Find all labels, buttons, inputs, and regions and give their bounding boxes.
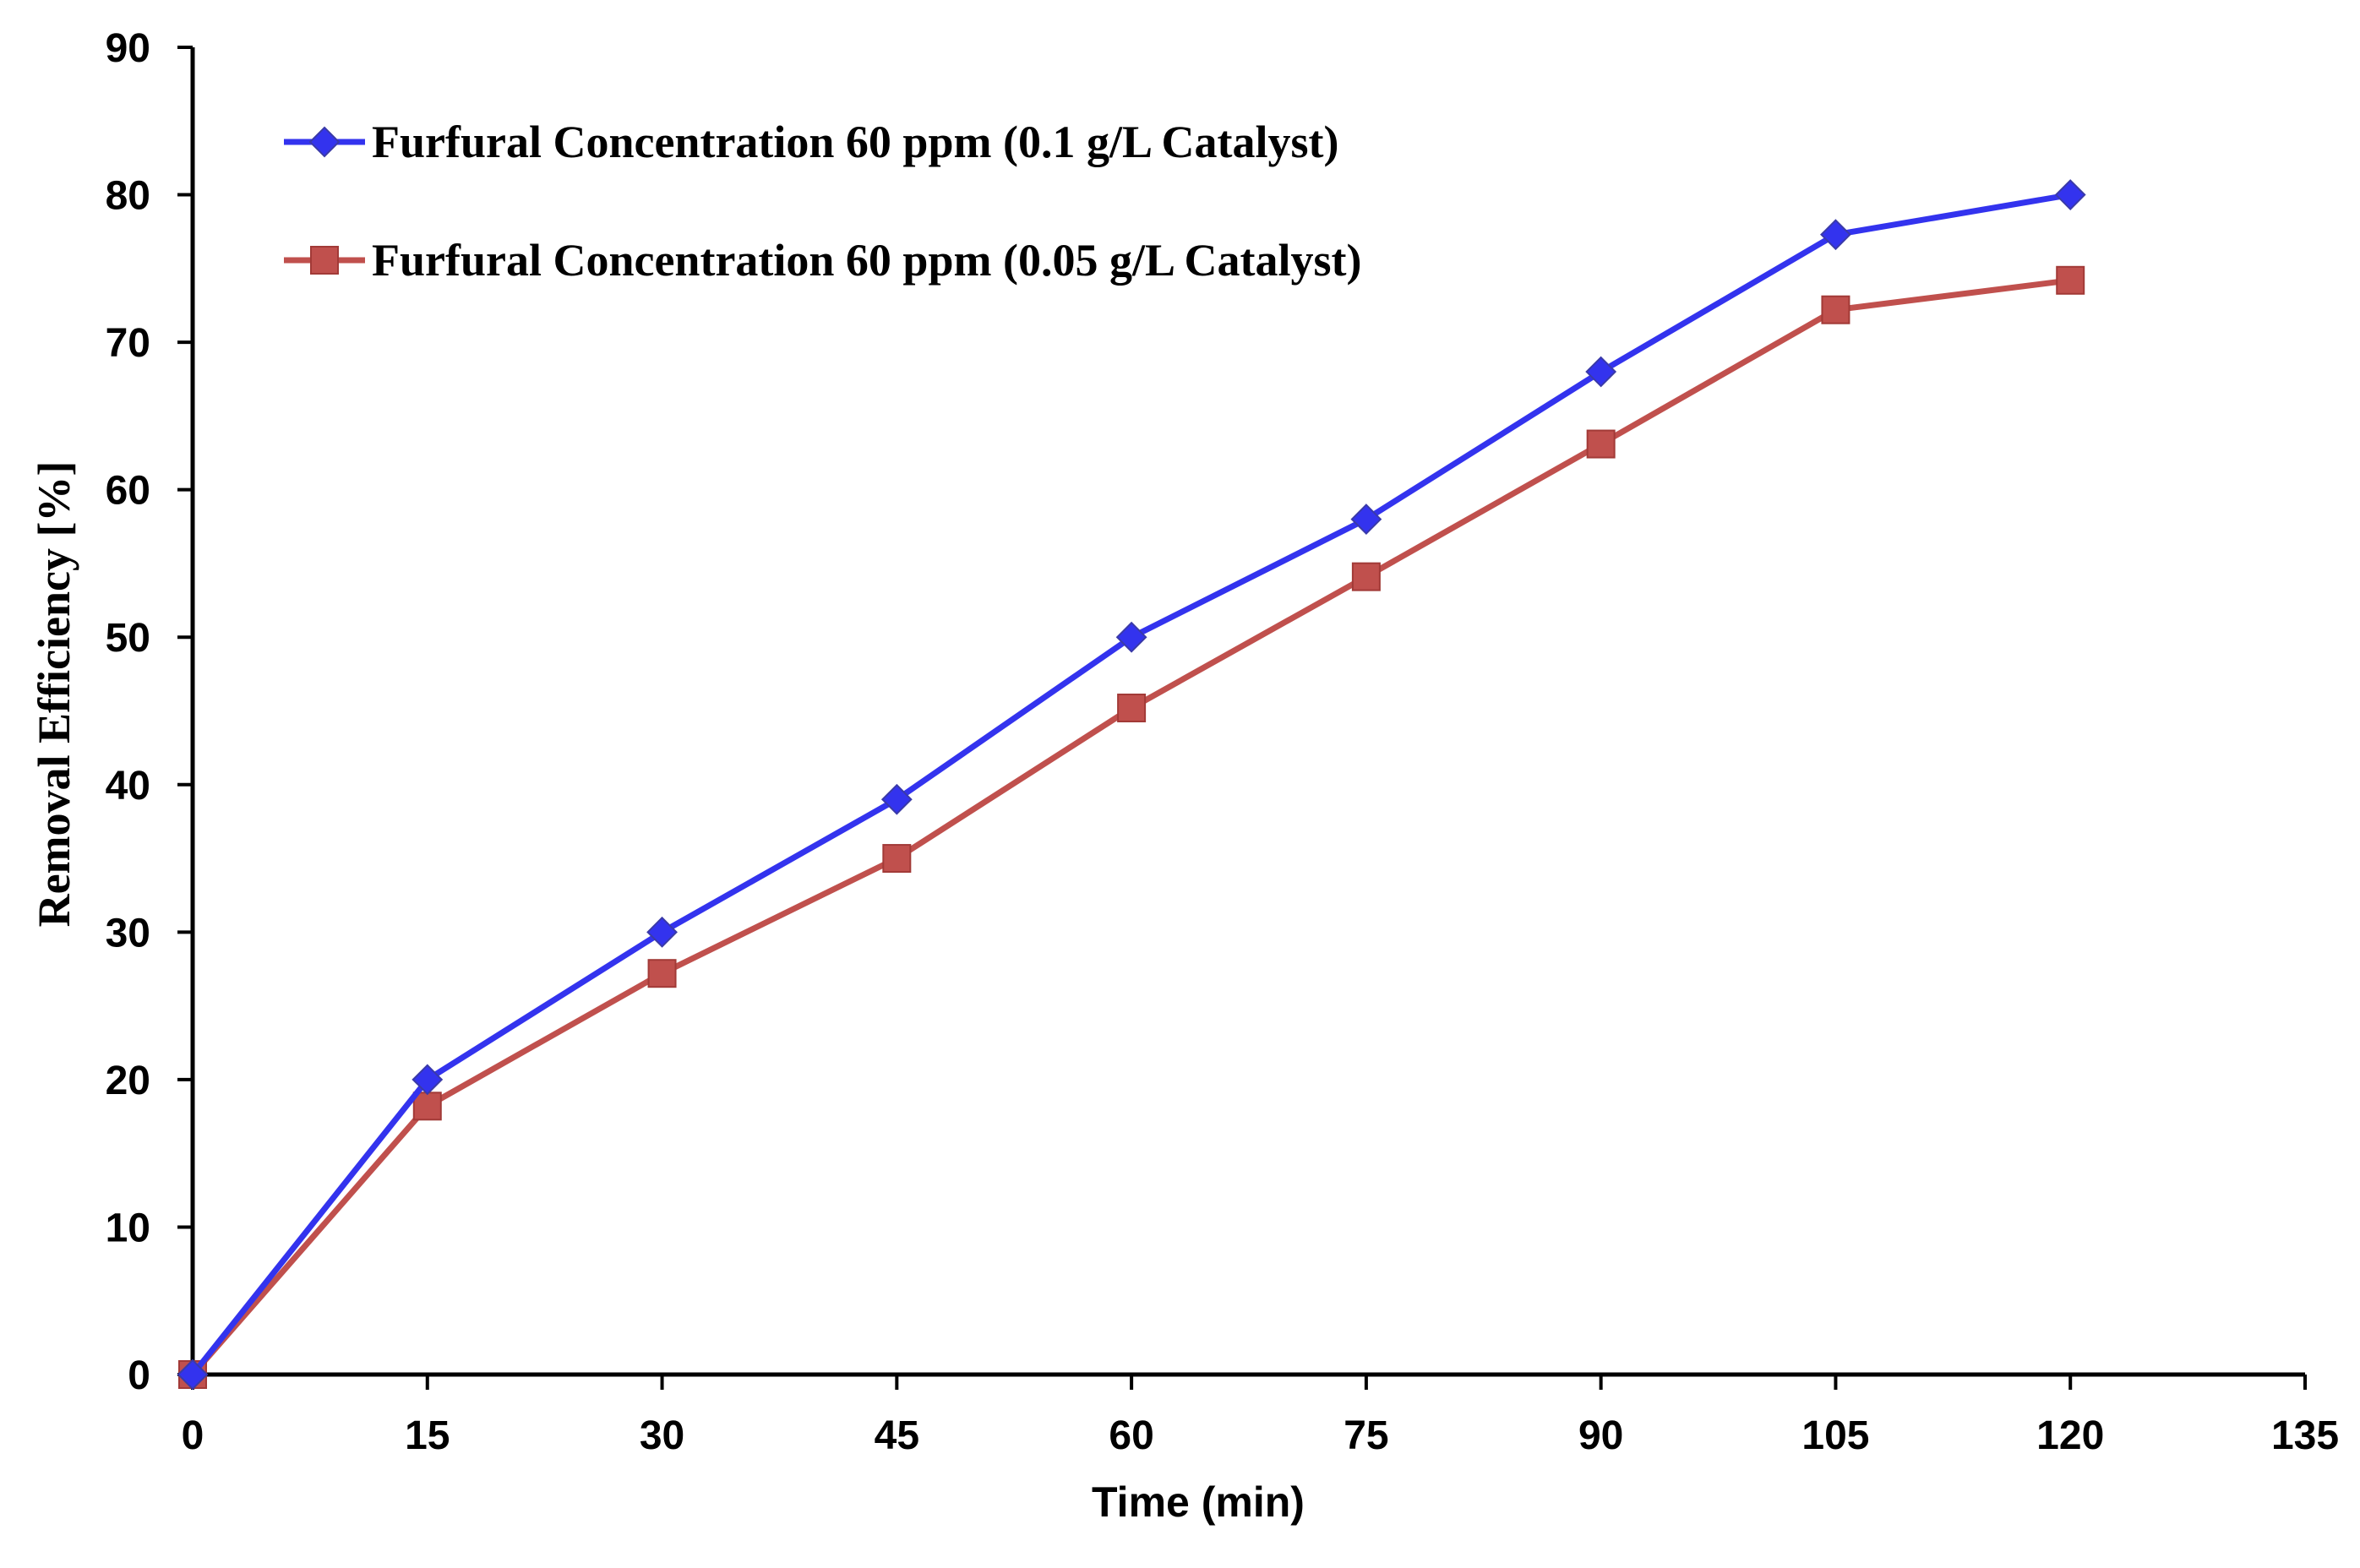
x-axis-title: Time (min) (1092, 1478, 1305, 1526)
data-point (882, 844, 912, 874)
legend: Furfural Concentration 60 ppm (0.1 g/L C… (284, 117, 1361, 286)
y-axis-title: Removal Efficiency [%] (29, 461, 79, 928)
legend-item-1: Furfural Concentration 60 ppm (0.1 g/L C… (284, 117, 1338, 167)
x-tick-label: 30 (640, 1413, 684, 1458)
data-point (177, 1358, 209, 1391)
data-point (2056, 265, 2085, 295)
series-layer (177, 179, 2086, 1391)
legend-item-2: Furfural Concentration 60 ppm (0.05 g/L … (284, 235, 1361, 286)
legend-label: Furfural Concentration 60 ppm (0.05 g/L … (372, 235, 1361, 286)
legend-marker (308, 126, 341, 158)
y-tick-label: 10 (106, 1206, 150, 1250)
data-point (1117, 694, 1147, 723)
data-point (1351, 562, 1381, 591)
data-point (412, 1064, 444, 1096)
x-tick-label: 135 (2271, 1413, 2339, 1458)
y-tick-label: 50 (106, 616, 150, 661)
y-tick-label: 80 (106, 174, 150, 219)
data-point (1585, 356, 1617, 388)
x-tick-label: 60 (1109, 1413, 1153, 1458)
y-tick-label: 90 (106, 26, 150, 71)
x-tick-label: 45 (875, 1413, 919, 1458)
x-tick-label: 105 (1801, 1413, 1869, 1458)
y-tick-label: 40 (106, 764, 150, 808)
axes: 0 10 20 30 40 50 60 70 80 90 0 15 30 45 60 75 90 105 120 13… (106, 26, 2339, 1458)
data-point (1115, 621, 1147, 653)
series-2 (178, 265, 2085, 1389)
data-point (880, 783, 913, 815)
x-tick-label: 75 (1344, 1413, 1388, 1458)
data-point (1586, 429, 1616, 459)
series-line (189, 277, 2074, 1378)
y-tick-label: 60 (106, 469, 150, 514)
x-tick-label: 90 (1578, 1413, 1623, 1458)
data-point (2054, 179, 2086, 210)
x-tick-label: 120 (2036, 1413, 2104, 1458)
data-point (1350, 504, 1382, 535)
y-tick-label: 0 (128, 1353, 150, 1398)
y-tick-label: 30 (106, 911, 150, 956)
legend-label: Furfural Concentration 60 ppm (0.1 g/L C… (372, 117, 1338, 167)
data-point (412, 1092, 442, 1121)
x-tick-label: 0 (182, 1413, 204, 1458)
y-tick-label: 70 (106, 321, 150, 366)
data-point (647, 959, 677, 988)
y-tick-label: 20 (106, 1059, 150, 1103)
series-line (189, 192, 2074, 1378)
x-tick-label: 15 (405, 1413, 450, 1458)
legend-marker (310, 246, 339, 275)
data-point (646, 916, 678, 948)
data-point (1821, 295, 1850, 324)
data-point (1820, 219, 1851, 251)
series-1 (177, 179, 2086, 1391)
